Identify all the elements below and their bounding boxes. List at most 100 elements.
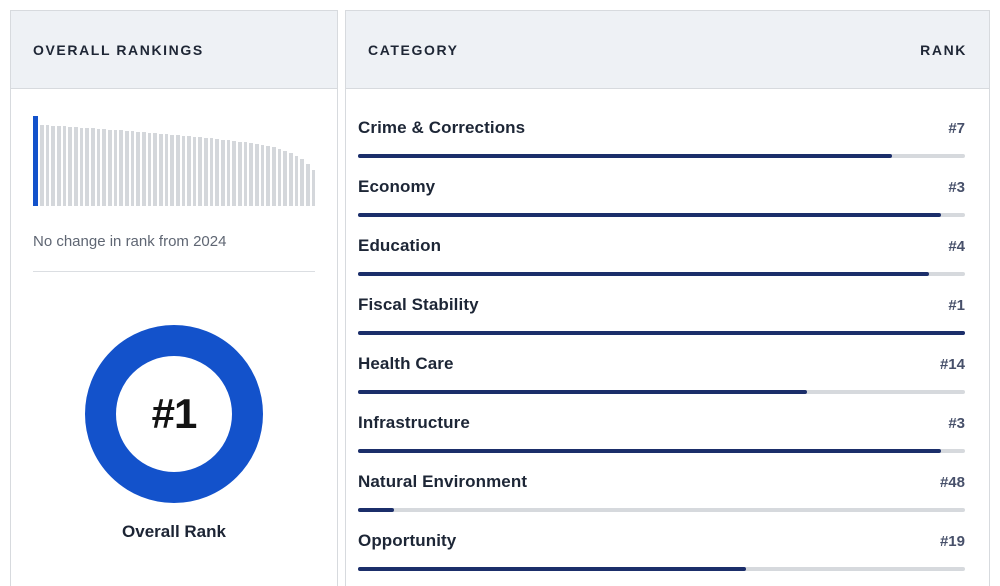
sparkline-bar — [107, 130, 112, 206]
category-rank-value: #4 — [948, 238, 965, 255]
category-rank-row: Fiscal Stability #1 — [358, 295, 965, 335]
rank-bar-fill — [358, 567, 747, 571]
sparkline-bar — [260, 145, 265, 206]
sparkline-bar — [221, 140, 225, 206]
category-rank-rows: Crime & Corrections #7 Economy #3 Educat… — [346, 89, 989, 571]
category-label: Fiscal Stability — [358, 295, 479, 314]
category-rank-row: Health Care #14 — [358, 354, 965, 394]
sparkline-bar — [238, 142, 242, 206]
rank-bar-track — [358, 272, 965, 276]
rank-bar-track — [358, 154, 965, 158]
sparkline-bar — [192, 137, 197, 206]
category-label: Crime & Corrections — [358, 118, 526, 137]
category-rank-value: #7 — [948, 120, 965, 137]
sparkline-bar — [62, 126, 67, 206]
category-rank-row: Natural Environment #48 — [358, 472, 965, 512]
rank-bar-fill — [358, 390, 808, 394]
overall-rankings-title: OVERALL RANKINGS — [33, 41, 204, 58]
sparkline-bar — [283, 151, 287, 206]
sparkline-bar — [215, 139, 220, 206]
sparkline-bar — [136, 132, 140, 206]
sparkline-bar — [141, 132, 146, 206]
category-rank-row: Crime & Corrections #7 — [358, 118, 965, 158]
category-column-header: CATEGORY — [368, 41, 459, 58]
sparkline-bar — [147, 133, 152, 206]
category-rank-value: #19 — [939, 533, 965, 550]
overall-rank-label: Overall Rank — [122, 522, 226, 541]
category-rank-value: #1 — [948, 297, 965, 314]
sparkline-bar — [124, 131, 129, 206]
sparkline-bar — [187, 136, 191, 206]
rank-bar-track — [358, 508, 965, 512]
overall-rank-value: #1 — [151, 390, 198, 437]
sparkline-bar — [300, 159, 304, 206]
sparkline-bar — [113, 130, 118, 206]
sparkline-bar — [226, 140, 231, 206]
rank-bar-fill — [358, 508, 395, 512]
category-rank-row: Economy #3 — [358, 177, 965, 217]
category-label: Economy — [358, 177, 436, 196]
rank-bar-track — [358, 213, 965, 217]
sparkline-bar — [130, 131, 135, 206]
sparkline-bar — [288, 153, 293, 206]
sparkline-bar — [255, 144, 259, 206]
sparkline-bar — [311, 170, 316, 206]
sparkline-bar — [305, 164, 310, 206]
rank-distribution-sparkline — [33, 116, 316, 206]
sparkline-bar — [91, 128, 95, 206]
divider — [33, 271, 315, 272]
rank-column-header: RANK — [920, 41, 967, 58]
category-rank-row: Education #4 — [358, 236, 965, 276]
category-rank-value: #48 — [939, 474, 965, 491]
sparkline-bar — [96, 129, 101, 206]
sparkline-bar — [170, 135, 174, 206]
category-rank-row: Infrastructure #3 — [358, 413, 965, 453]
rank-bar-fill — [358, 272, 929, 276]
sparkline-bar — [272, 147, 276, 206]
rank-bar-fill — [358, 331, 965, 335]
sparkline-bar — [266, 146, 271, 206]
sparkline-bar — [74, 127, 78, 206]
sparkline-bar — [158, 134, 163, 206]
rank-bar-track — [358, 390, 965, 394]
overall-rankings-header: OVERALL RANKINGS — [11, 11, 337, 89]
category-rank-panel: CATEGORY RANK Crime & Corrections #7 Eco… — [345, 10, 990, 586]
sparkline-bar — [209, 138, 214, 206]
category-rank-value: #3 — [948, 179, 965, 196]
category-label: Opportunity — [358, 531, 457, 550]
sparkline-bar — [249, 143, 254, 206]
rank-bar-fill — [358, 213, 941, 217]
category-label: Education — [358, 236, 442, 255]
sparkline-bar — [204, 138, 208, 206]
sparkline-bar — [51, 126, 56, 206]
sparkline-bar — [175, 135, 180, 206]
category-rank-value: #3 — [948, 415, 965, 432]
rank-bar-fill — [358, 449, 941, 453]
sparkline-bar — [277, 149, 282, 206]
sparkline-bar — [85, 128, 90, 206]
rank-bar-fill — [358, 154, 893, 158]
sparkline-bar — [232, 141, 237, 206]
overall-rankings-panel: OVERALL RANKINGS No change in rank from … — [10, 10, 338, 586]
sparkline-bar — [119, 130, 123, 206]
overall-rank-donut-wrap: #1 Overall Rank — [11, 325, 337, 542]
category-rank-value: #14 — [939, 356, 965, 373]
sparkline-bar — [153, 133, 157, 206]
category-label: Infrastructure — [358, 413, 470, 432]
overall-rank-donut-chart: #1 — [85, 325, 263, 503]
category-label: Health Care — [358, 354, 454, 373]
sparkline-bar — [68, 127, 73, 206]
category-rank-row: Opportunity #19 — [358, 531, 965, 571]
sparkline-bar — [40, 125, 44, 206]
rank-bar-track — [358, 449, 965, 453]
sparkline-bar — [294, 156, 299, 206]
rank-change-note: No change in rank from 2024 — [33, 233, 227, 250]
sparkline-bar — [45, 125, 50, 206]
category-rank-header: CATEGORY RANK — [346, 11, 989, 89]
sparkline-bar — [243, 142, 248, 206]
rank-bar-track — [358, 331, 965, 335]
sparkline-bar-highlighted — [33, 116, 39, 206]
sparkline-bar — [102, 129, 106, 206]
sparkline-bar — [79, 128, 84, 206]
sparkline-bar — [57, 126, 61, 206]
